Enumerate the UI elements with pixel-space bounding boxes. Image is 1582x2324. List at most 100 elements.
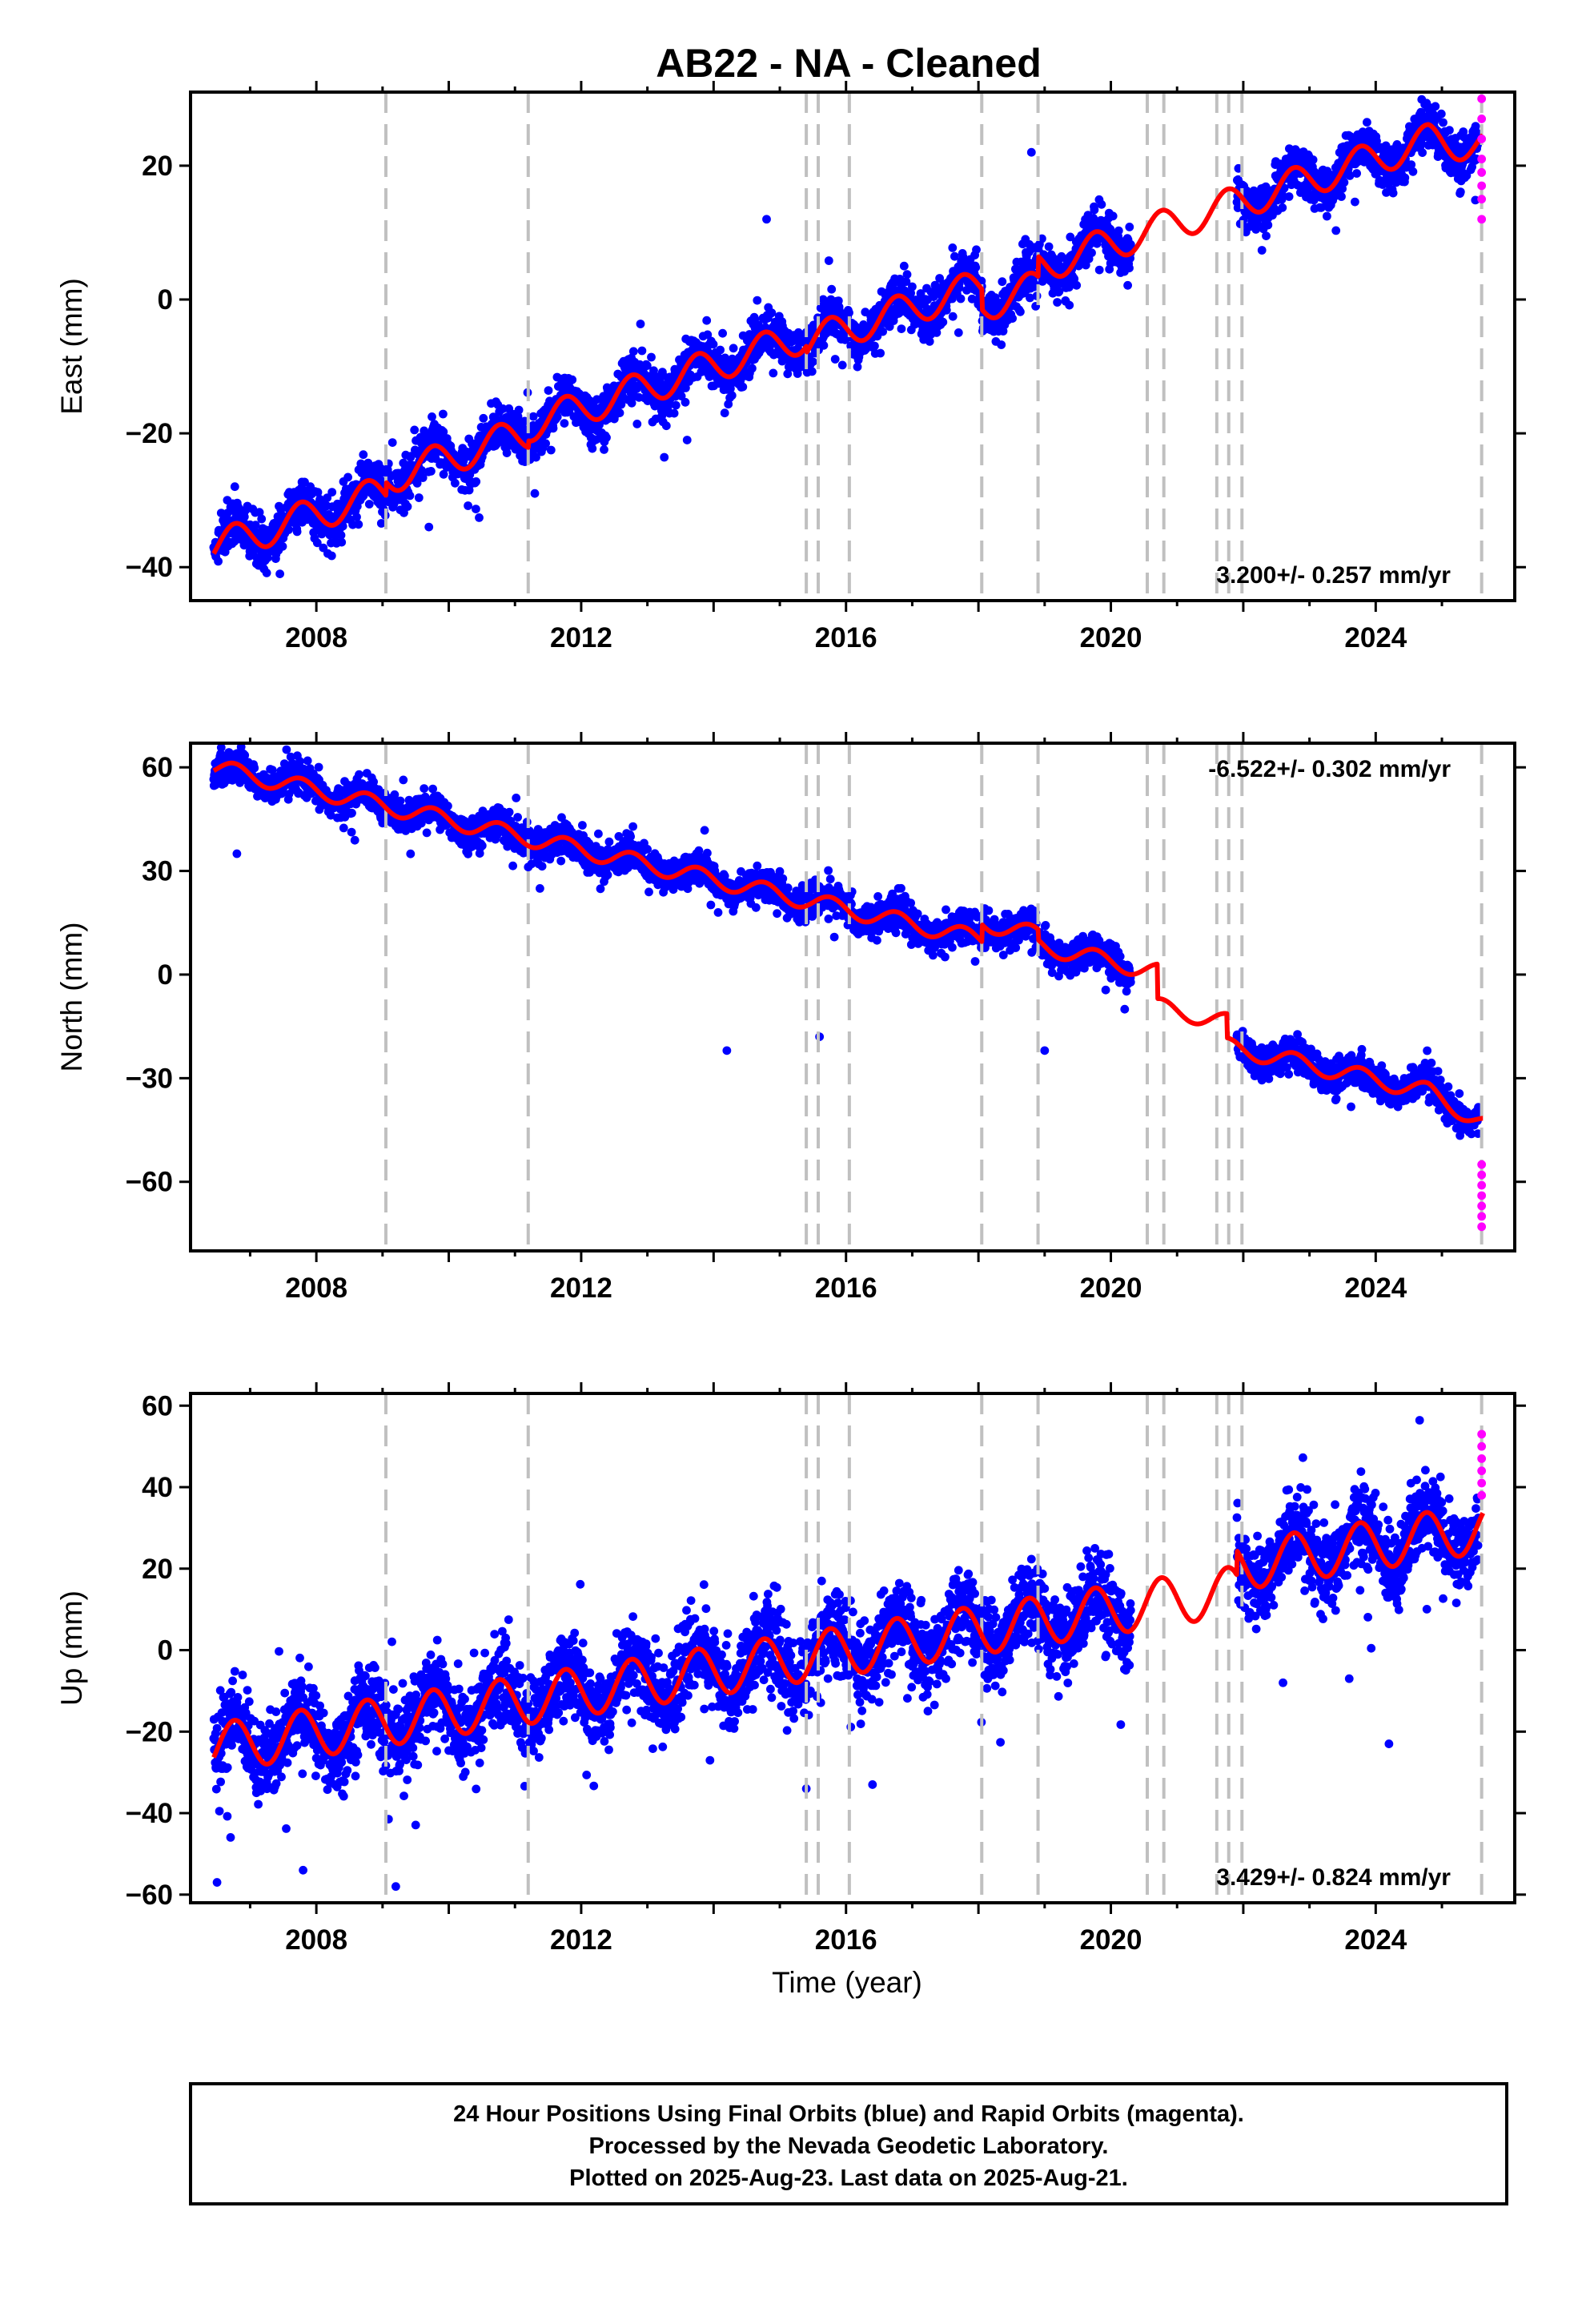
east-data-point bbox=[998, 277, 1007, 287]
east-data-point bbox=[727, 391, 737, 400]
east-data-point bbox=[338, 521, 347, 531]
east-data-point bbox=[876, 348, 885, 358]
east-data-point bbox=[387, 438, 397, 447]
east-outlier-point bbox=[424, 522, 434, 532]
east-x-tick-label: 2012 bbox=[550, 622, 612, 653]
east-data-point bbox=[327, 488, 337, 497]
east-y-tick-label: 20 bbox=[142, 151, 173, 182]
east-data-point bbox=[406, 452, 416, 460]
east-data-point bbox=[472, 477, 481, 486]
east-data-point bbox=[819, 340, 829, 350]
north-data-point bbox=[350, 835, 359, 845]
east-data-point bbox=[972, 245, 981, 255]
east-data-point bbox=[1257, 246, 1267, 255]
east-data-point bbox=[514, 405, 524, 415]
east-data-point bbox=[669, 408, 679, 418]
east-data-point bbox=[472, 505, 480, 513]
east-data-point bbox=[1094, 265, 1104, 275]
east-data-point bbox=[1337, 192, 1346, 201]
east-x-tick-label: 2020 bbox=[1080, 622, 1142, 653]
east-data-point bbox=[942, 305, 951, 315]
north-data-point bbox=[477, 841, 487, 850]
north-data-point bbox=[303, 756, 312, 766]
east-data-point bbox=[600, 445, 608, 454]
east-data-point bbox=[956, 294, 966, 304]
east-data-point bbox=[1352, 169, 1361, 178]
east-data-point bbox=[275, 569, 284, 578]
east-data-point bbox=[738, 382, 748, 392]
east-outlier-point bbox=[762, 215, 771, 224]
east-rapid-point bbox=[1477, 115, 1487, 123]
east-data-point bbox=[313, 488, 323, 497]
east-data-point bbox=[560, 419, 569, 428]
east-data-point bbox=[262, 569, 271, 577]
east-rapid-point bbox=[1477, 167, 1487, 177]
east-data-point bbox=[552, 412, 562, 421]
north-data-point bbox=[422, 828, 432, 838]
north-plot-area bbox=[209, 743, 1487, 1251]
east-data-point bbox=[1323, 211, 1331, 221]
east-outlier-point bbox=[1026, 147, 1036, 157]
east-data-point bbox=[546, 445, 556, 455]
east-data-point bbox=[1439, 118, 1447, 127]
east-data-point bbox=[878, 327, 887, 336]
east-data-point bbox=[414, 493, 424, 502]
north-data-point bbox=[399, 775, 408, 785]
east-data-point bbox=[1363, 118, 1371, 127]
east-y-tick-label: −20 bbox=[126, 418, 173, 449]
east-data-point bbox=[845, 308, 853, 317]
east-data-point bbox=[769, 368, 778, 378]
north-data-point bbox=[513, 813, 522, 822]
east-data-point bbox=[417, 466, 427, 475]
east-y-tick-label: −40 bbox=[126, 552, 173, 583]
east-data-point bbox=[354, 520, 363, 529]
east-data-point bbox=[530, 489, 540, 498]
east-data-point bbox=[1339, 178, 1349, 187]
east-data-point bbox=[257, 514, 267, 524]
east-data-point bbox=[410, 425, 420, 435]
east-data-point bbox=[239, 512, 249, 521]
east-data-point bbox=[337, 537, 347, 547]
east-data-point bbox=[647, 352, 656, 362]
east-data-point bbox=[1065, 300, 1074, 310]
north-data-point bbox=[250, 763, 259, 773]
north-data-point bbox=[428, 784, 437, 794]
east-data-point bbox=[528, 412, 538, 421]
east-data-point bbox=[1108, 211, 1118, 221]
east-data-point bbox=[541, 439, 550, 448]
east-data-point bbox=[439, 469, 448, 479]
east-data-point bbox=[464, 501, 472, 510]
east-data-point bbox=[642, 361, 652, 370]
north-data-point bbox=[444, 802, 452, 810]
east-data-point bbox=[938, 317, 948, 327]
east-data-point bbox=[1087, 248, 1096, 258]
east-data-point bbox=[255, 508, 264, 517]
east-data-point bbox=[278, 541, 287, 551]
east-data-point bbox=[364, 500, 374, 509]
east-rapid-point bbox=[1477, 215, 1487, 224]
east-event-lines bbox=[383, 92, 1484, 601]
east-data-point bbox=[636, 320, 645, 328]
east-data-point bbox=[498, 404, 508, 413]
north-data-point bbox=[420, 784, 429, 793]
chart-title: AB22 - NA - Cleaned bbox=[656, 41, 1042, 86]
north-data-point bbox=[396, 796, 405, 806]
east-data-point bbox=[902, 270, 912, 279]
east-data-point bbox=[479, 413, 488, 423]
east-data-point bbox=[1351, 197, 1359, 207]
east-data-point bbox=[767, 308, 777, 318]
east-data-point bbox=[948, 243, 958, 252]
east-data-point bbox=[1456, 187, 1465, 197]
north-data-point bbox=[406, 849, 416, 858]
east-data-point bbox=[464, 485, 474, 495]
east-data-point bbox=[748, 364, 757, 373]
east-data-point bbox=[830, 355, 840, 364]
east-data-point bbox=[532, 452, 540, 462]
east-data-point bbox=[1090, 205, 1099, 215]
east-data-point bbox=[475, 513, 484, 522]
east-data-point bbox=[628, 347, 638, 356]
east-data-point bbox=[428, 412, 436, 421]
north-final-orbit-points bbox=[209, 743, 1483, 1140]
